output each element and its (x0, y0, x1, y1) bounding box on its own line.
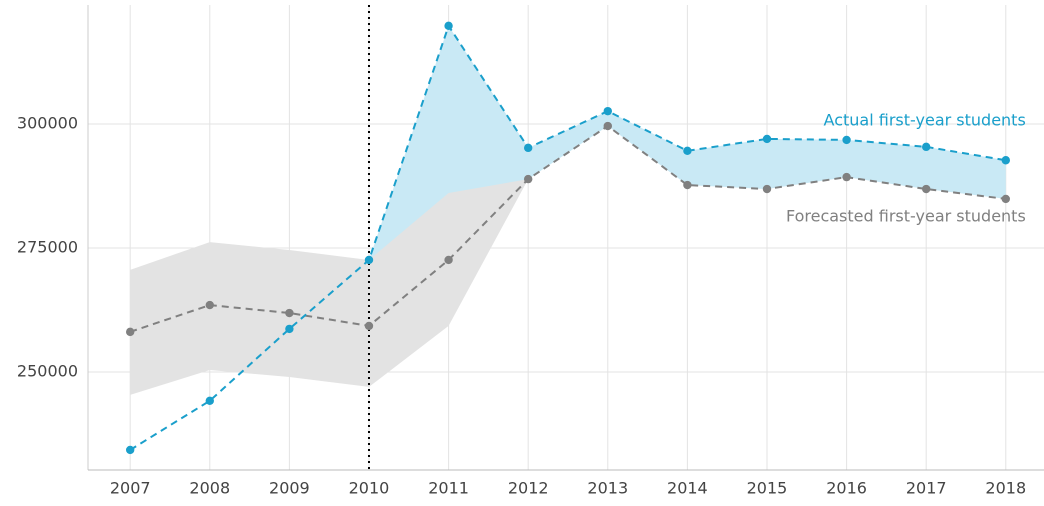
point (523, 174, 533, 184)
point (125, 327, 135, 337)
point (125, 445, 135, 455)
y-tick-label: 275000 (17, 238, 78, 257)
x-tick-label: 2018 (985, 479, 1026, 498)
point (603, 121, 612, 131)
x-tick-label: 2011 (428, 479, 469, 498)
x-tick-label: 2015 (747, 479, 788, 498)
point (683, 146, 692, 156)
series-line (129, 124, 1006, 333)
point (683, 180, 692, 190)
x-tick-label: 2012 (508, 479, 549, 498)
point (444, 255, 453, 265)
point (523, 143, 533, 153)
x-tick-label: 2010 (349, 479, 390, 498)
x-tick-label: 2008 (189, 479, 230, 498)
series-label: Actual first-year students (824, 111, 1026, 130)
point (205, 396, 214, 406)
series-line (129, 23, 1006, 451)
point (603, 106, 612, 116)
point (921, 184, 931, 194)
point (364, 321, 374, 331)
point (762, 134, 772, 144)
x-tick-label: 2016 (826, 479, 867, 498)
x-tick-label: 2013 (587, 479, 628, 498)
y-tick-label: 250000 (17, 362, 78, 381)
x-tick-label: 2009 (269, 479, 310, 498)
point (1001, 156, 1010, 165)
point (285, 308, 294, 318)
difference-area (368, 25, 1006, 326)
point (921, 142, 931, 152)
point (205, 300, 214, 310)
y-tick-label: 300000 (17, 114, 78, 133)
x-tick-label: 2017 (906, 479, 947, 498)
point (842, 172, 851, 182)
point (444, 21, 453, 31)
x-tick-label: 2007 (110, 479, 151, 498)
series-label: Forecasted first-year students (786, 206, 1026, 225)
point (842, 135, 851, 145)
forecast-band (130, 179, 529, 395)
point (364, 255, 374, 265)
point (285, 324, 294, 334)
point (762, 184, 772, 194)
x-tick-label: 2014 (667, 479, 708, 498)
point (1001, 194, 1010, 204)
